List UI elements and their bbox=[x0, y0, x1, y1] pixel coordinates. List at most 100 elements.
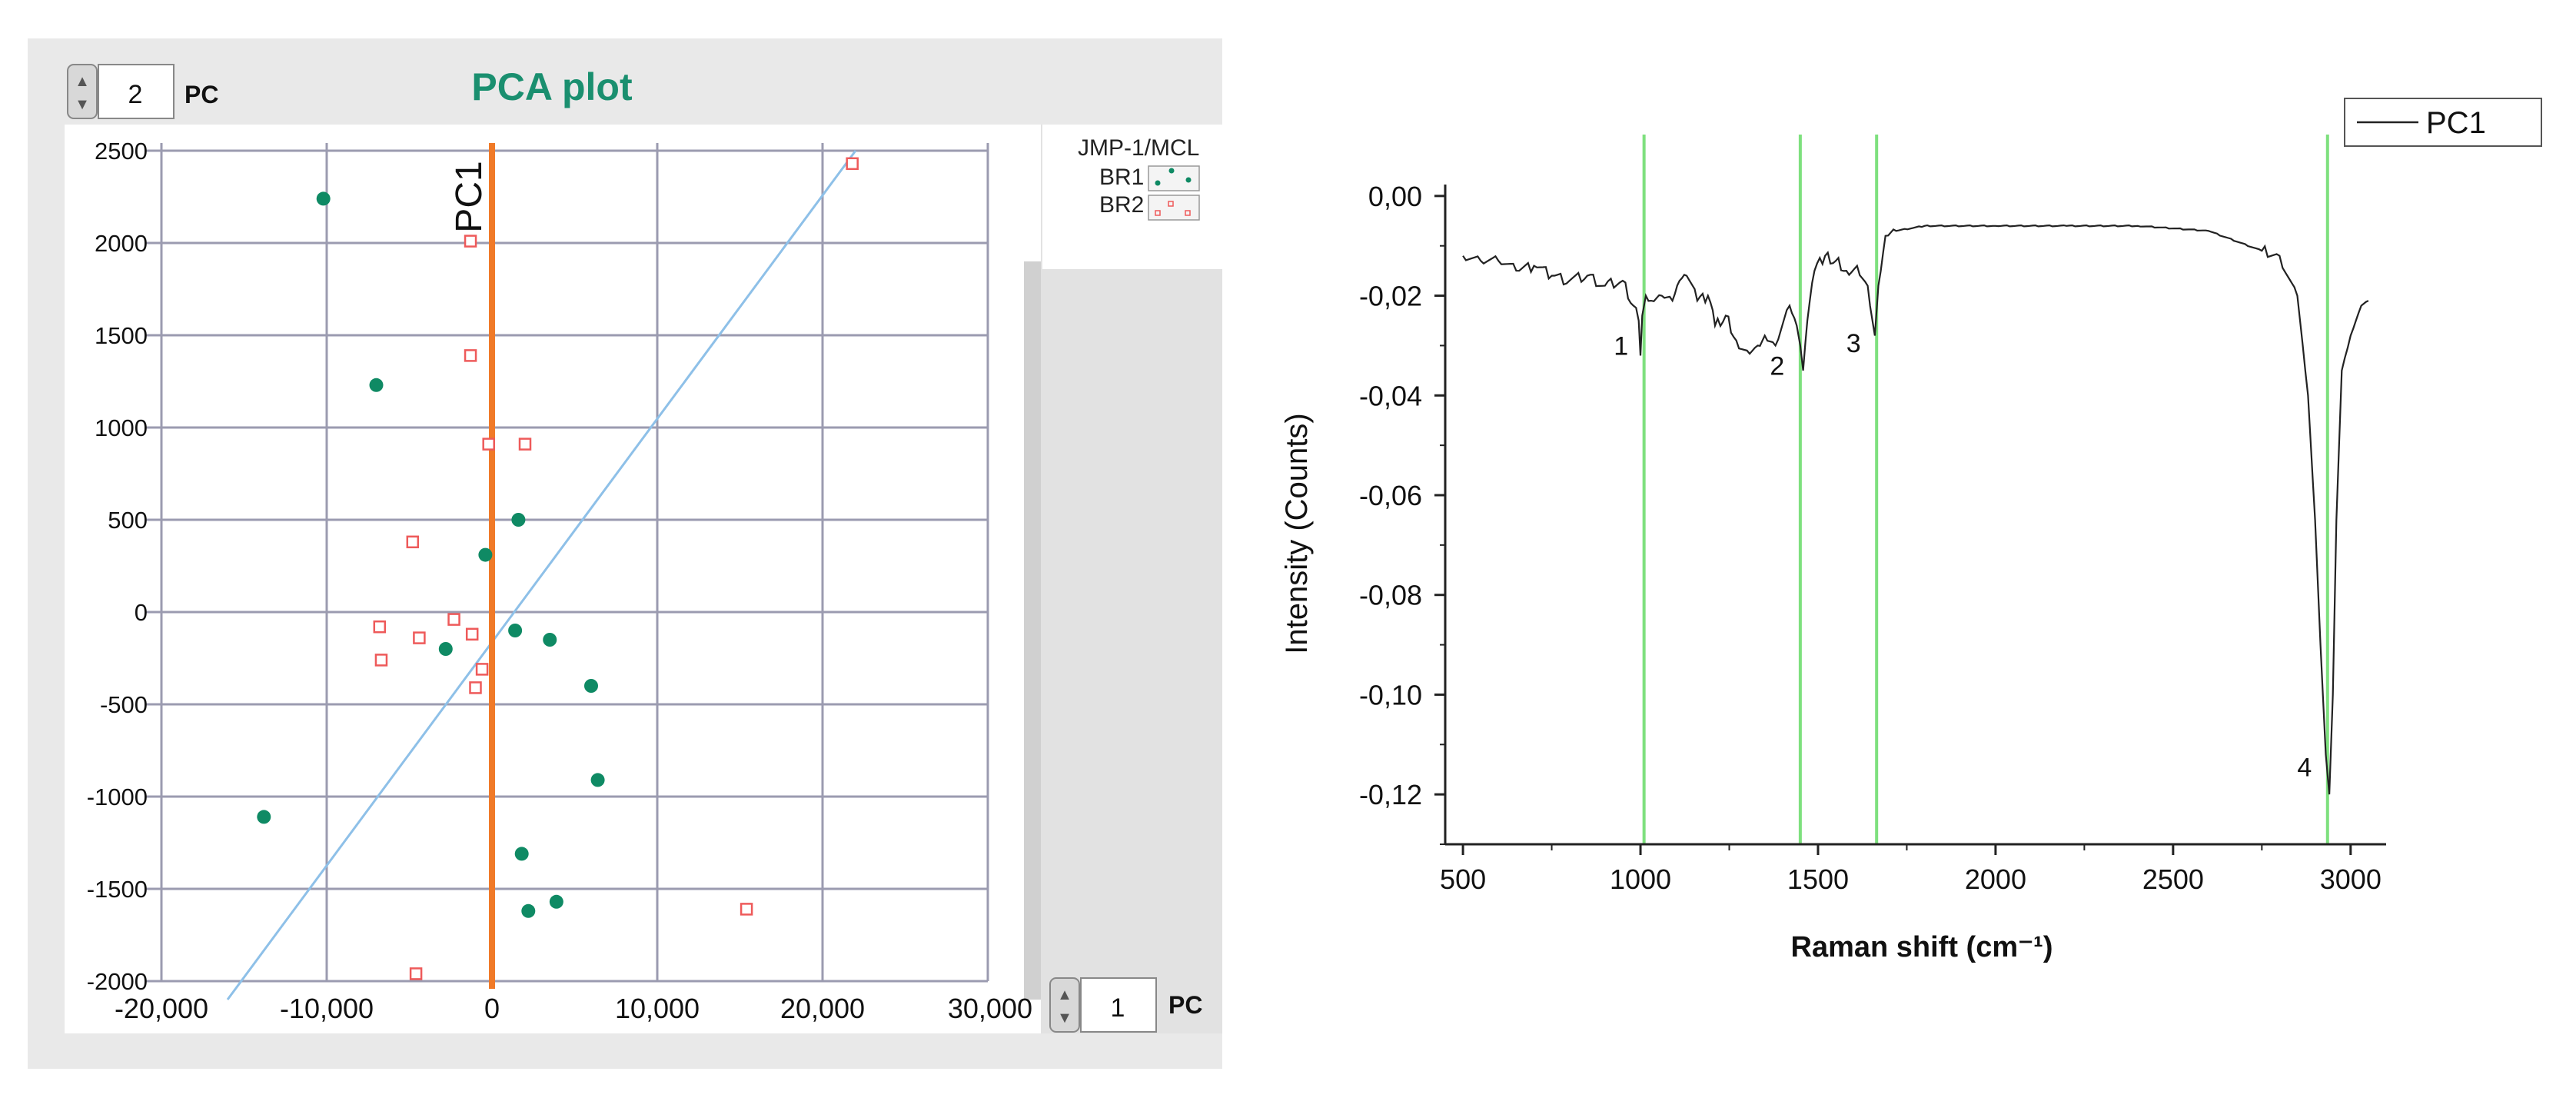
br2-point bbox=[447, 613, 460, 626]
br2-point bbox=[374, 654, 388, 667]
br1-point bbox=[543, 633, 557, 647]
raman-spectrum-panel: PC1 0,00 -0,02 -0,04 -0,06 -0,08 -0,10 -0,12 5… bbox=[1280, 98, 2542, 963]
br2-point bbox=[740, 903, 753, 916]
pc1-line-label: PC1 bbox=[449, 161, 490, 232]
spinner-up-icon[interactable]: ▲ bbox=[1057, 987, 1072, 1003]
x-pc-value[interactable]: 1 bbox=[1111, 993, 1125, 1023]
br1-point bbox=[514, 847, 529, 861]
br2-point bbox=[475, 663, 489, 676]
br1-point bbox=[257, 810, 271, 824]
spectrum-x-axis-label: Raman shift (cm⁻¹) bbox=[1791, 931, 2053, 963]
br1-point bbox=[511, 513, 526, 527]
pca-grid bbox=[146, 143, 989, 983]
spectrum-y-tick-label: -0,02 bbox=[1359, 281, 1422, 312]
peak-marker-lines bbox=[1642, 135, 2329, 844]
br2-point bbox=[409, 967, 423, 980]
br1-point bbox=[478, 547, 493, 562]
pca-x-tick-label: 0 bbox=[484, 993, 500, 1024]
legend-br1-label: BR1 bbox=[1099, 165, 1144, 190]
legend-br1-dot bbox=[1185, 177, 1192, 183]
pca-y-tick-label: 0 bbox=[135, 599, 148, 626]
spectrum-x-tick-labels: 500 1000 1500 2000 2500 3000 bbox=[1440, 863, 2382, 895]
y-pc-label: PC bbox=[184, 81, 218, 108]
spectrum-x-tick-label: 2500 bbox=[2142, 863, 2204, 895]
spinner-up-icon[interactable]: ▲ bbox=[75, 73, 90, 90]
peak-labels: 1 2 3 4 bbox=[1614, 329, 2312, 782]
pca-x-tick-label: 10,000 bbox=[615, 993, 700, 1024]
peak-label: 3 bbox=[1846, 329, 1861, 358]
pc1-spectrum-line bbox=[1462, 224, 2369, 795]
legend-br2-swatch bbox=[1148, 195, 1200, 221]
br2-point bbox=[482, 438, 495, 451]
y-pc-spinner[interactable] bbox=[67, 64, 98, 119]
br1-point bbox=[584, 679, 598, 693]
pca-right-strip bbox=[1041, 125, 1222, 1033]
pca-points bbox=[257, 157, 859, 980]
pca-x-tick-label: -20,000 bbox=[115, 993, 208, 1024]
x-pc-value-field[interactable] bbox=[1080, 977, 1157, 1033]
spectrum-x-tick-label: 3000 bbox=[2320, 863, 2382, 895]
x-pc-spinner[interactable] bbox=[1049, 977, 1080, 1033]
spectrum-y-tick-labels: 0,00 -0,02 -0,04 -0,06 -0,08 -0,10 -0,12 bbox=[1359, 181, 1422, 810]
spectrum-x-tick-label: 1000 bbox=[1610, 863, 1671, 895]
pca-x-tick-labels: -20,000 -10,000 0 10,000 20,000 30,000 bbox=[115, 993, 1032, 1024]
br1-point bbox=[521, 903, 536, 918]
br2-point bbox=[518, 438, 532, 451]
pca-y-tick-label: -1500 bbox=[87, 876, 148, 903]
pca-plot-panel: JMP-1/MCL BR1 BR2 PCA plot ▲ ▼ 2 PC ▲ ▼ … bbox=[28, 38, 1222, 1069]
y-pc-value[interactable]: 2 bbox=[128, 80, 143, 109]
pca-y-tick-label: 1000 bbox=[95, 414, 148, 441]
peak-label: 2 bbox=[1770, 351, 1784, 381]
pca-y-tick-label: 1500 bbox=[95, 322, 148, 349]
legend-br2-square bbox=[1168, 201, 1174, 207]
y-pc-selector[interactable]: ▲ ▼ 2 PC bbox=[67, 64, 218, 119]
br2-point bbox=[469, 681, 482, 694]
spinner-down-icon[interactable]: ▼ bbox=[75, 96, 90, 113]
spectrum-x-tick-label: 1500 bbox=[1787, 863, 1849, 895]
spinner-down-icon[interactable]: ▼ bbox=[1057, 1010, 1072, 1026]
br1-point bbox=[549, 894, 563, 909]
br2-point bbox=[373, 620, 387, 634]
br2-point bbox=[406, 535, 420, 549]
pca-y-tick-labels: 2500 2000 1500 1000 500 0 -500 -1000 -1500 -2000 bbox=[87, 138, 148, 995]
legend-br1-dot bbox=[1155, 180, 1161, 186]
spectrum-y-tick-label: -0,08 bbox=[1359, 580, 1422, 611]
pca-y-tick-label: 2000 bbox=[95, 230, 148, 257]
br1-point bbox=[508, 624, 523, 637]
br2-point bbox=[846, 157, 859, 171]
br1-point bbox=[369, 378, 384, 392]
peak-label: 4 bbox=[2297, 753, 2312, 782]
spectrum-y-axis-label: Intensity (Counts) bbox=[1280, 413, 1314, 654]
peak-label: 1 bbox=[1614, 331, 1628, 361]
legend-br2-square bbox=[1185, 210, 1191, 216]
pca-y-tick-label: -500 bbox=[100, 691, 148, 718]
spectrum-legend-label: PC1 bbox=[2426, 106, 2486, 140]
spectrum-x-tick-label: 2000 bbox=[1965, 863, 2026, 895]
spectrum-y-tick-label: -0,04 bbox=[1359, 380, 1422, 411]
pca-plot-area bbox=[65, 125, 1041, 1033]
pca-x-tick-label: 30,000 bbox=[948, 993, 1032, 1024]
pca-x-tick-label: 20,000 bbox=[780, 993, 865, 1024]
legend-br1-dot bbox=[1168, 168, 1175, 174]
br2-point bbox=[464, 235, 477, 248]
spectrum-x-tick-label: 500 bbox=[1440, 863, 1486, 895]
br2-point bbox=[464, 349, 477, 362]
legend-br2-label: BR2 bbox=[1099, 192, 1144, 218]
legend-br2-square bbox=[1155, 210, 1161, 216]
pca-annotation-lines: PC1 bbox=[226, 143, 857, 1000]
br1-point bbox=[316, 191, 331, 206]
spectrum-y-tick-label: -0,06 bbox=[1359, 480, 1422, 511]
spectrum-y-tick-label: 0,00 bbox=[1368, 181, 1422, 212]
x-pc-label: PC bbox=[1168, 991, 1202, 1019]
y-pc-value-field[interactable] bbox=[98, 64, 175, 119]
br1-point bbox=[590, 773, 605, 787]
br1-point bbox=[438, 642, 453, 656]
pca-title: PCA plot bbox=[471, 65, 633, 108]
spectrum-axes bbox=[1434, 185, 2386, 855]
pca-legend-title: JMP-1/MCL bbox=[1078, 135, 1199, 161]
pca-scrollbar[interactable] bbox=[1024, 261, 1041, 1000]
pca-y-tick-label: 2500 bbox=[95, 138, 148, 165]
pca-fit-line bbox=[226, 150, 857, 1000]
x-pc-selector[interactable]: ▲ ▼ 1 PC bbox=[1049, 977, 1202, 1033]
spectrum-y-tick-label: -0,12 bbox=[1359, 779, 1422, 810]
